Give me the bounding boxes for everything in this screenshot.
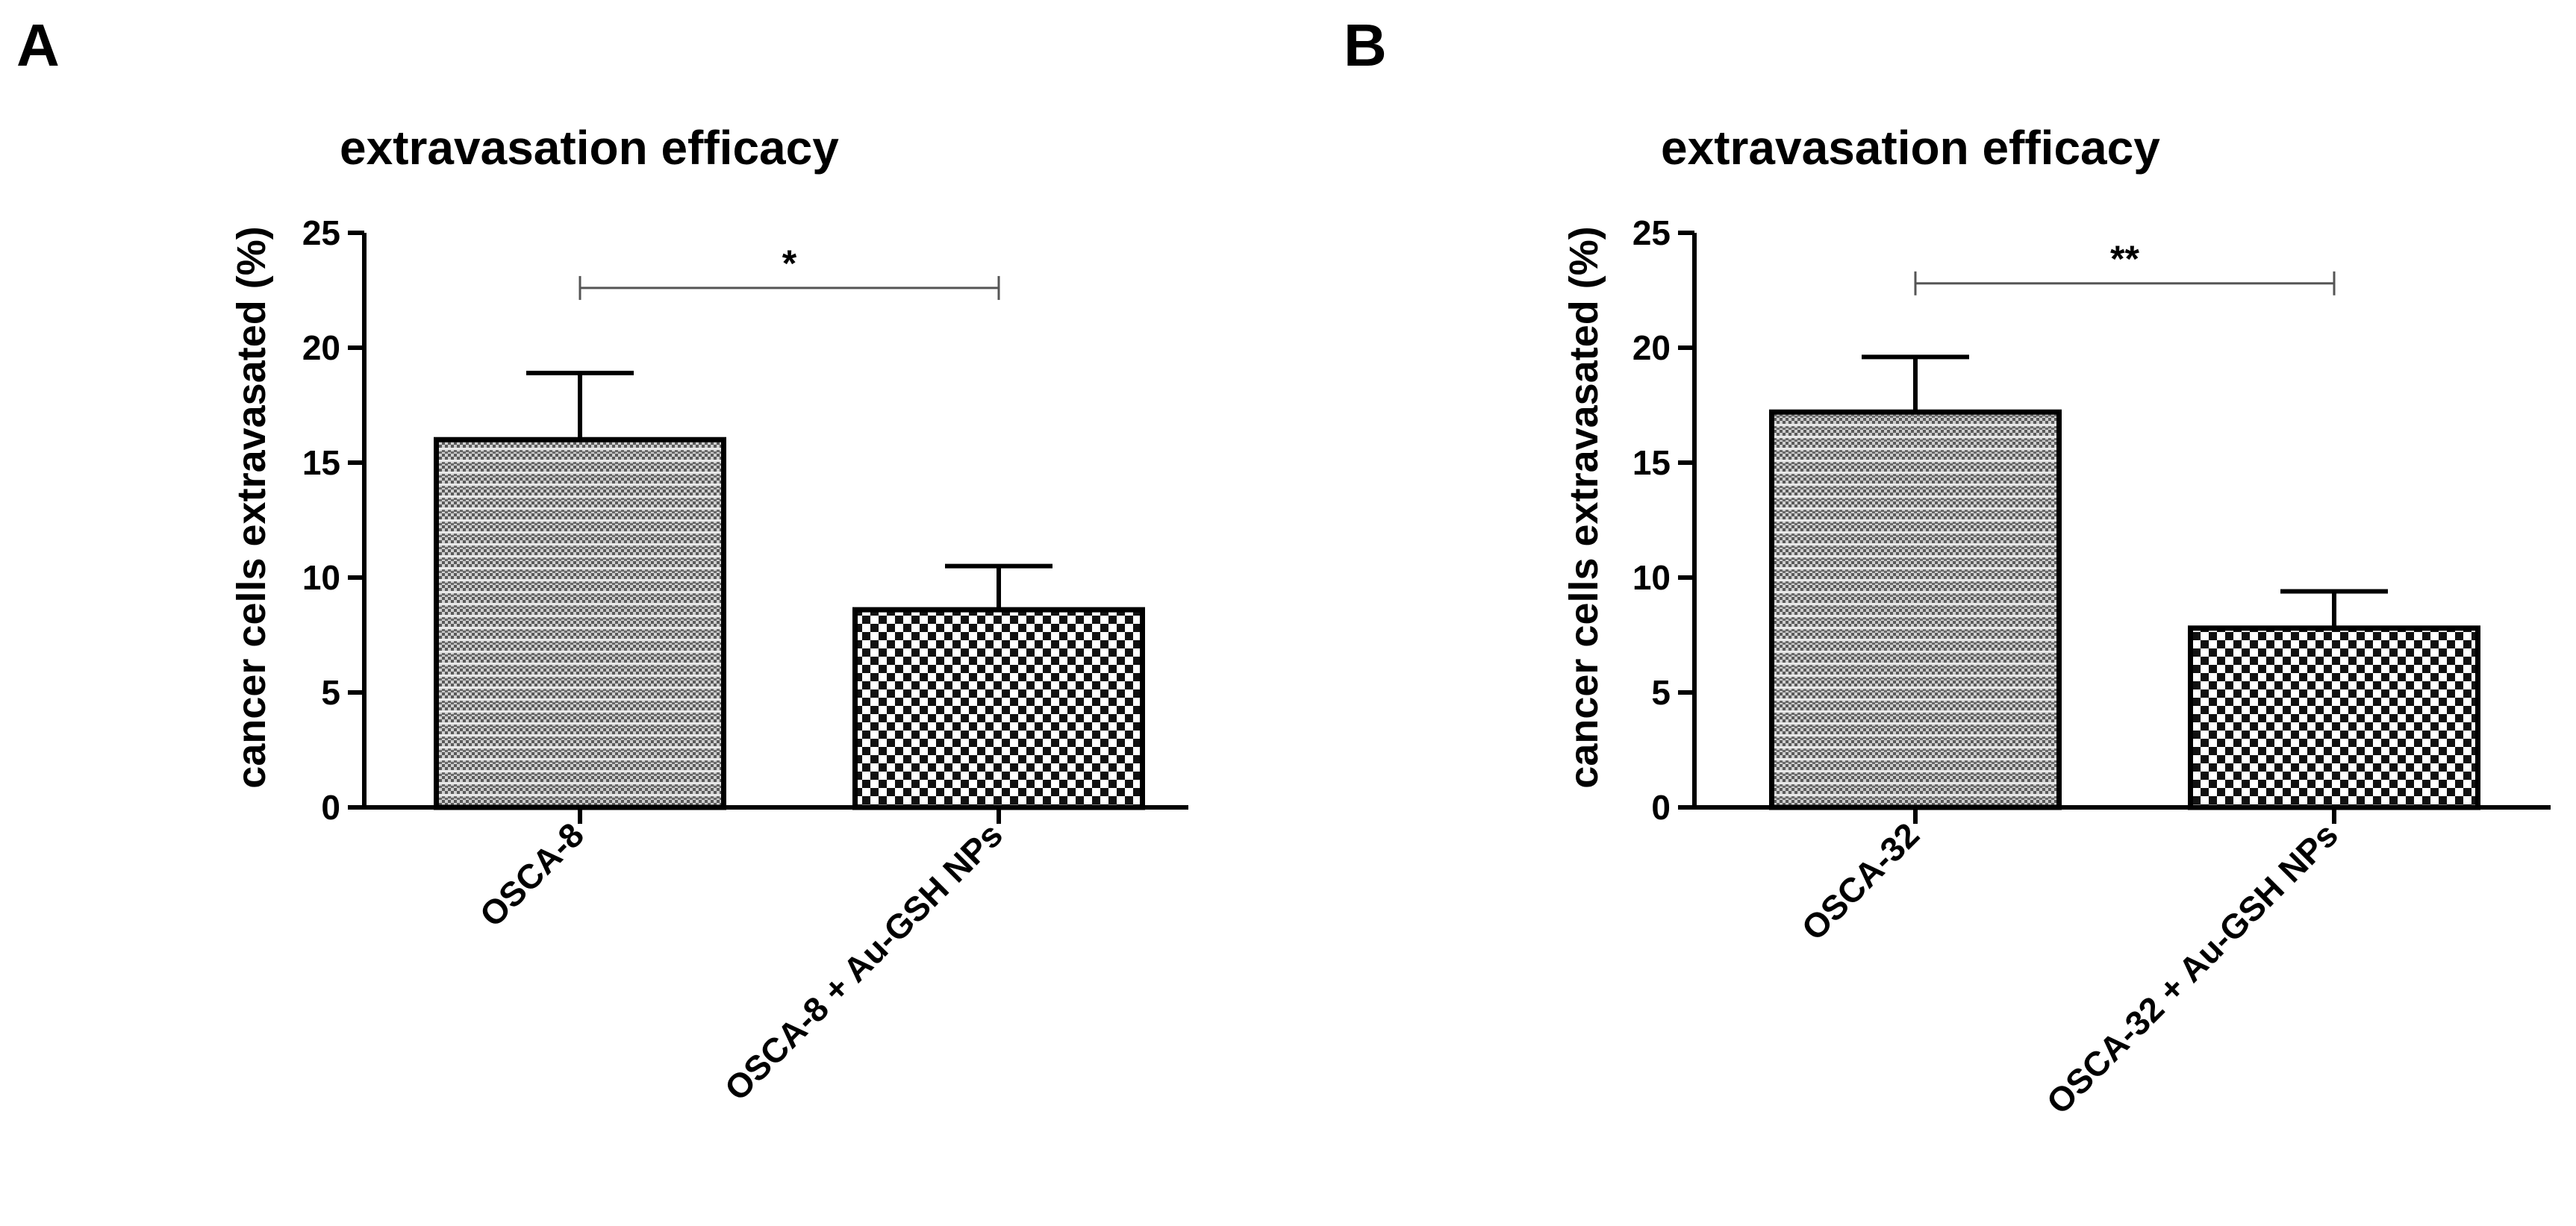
panel-a: A extravasation efficacy cancer cells ex… — [16, 12, 1188, 1108]
y-axis-label: cancer cells extravasated (%) — [229, 226, 274, 788]
significance-label: ** — [2110, 238, 2139, 280]
y-tick-label: 10 — [1632, 558, 1671, 597]
panel-letter: B — [1344, 12, 1387, 78]
y-tick-label: 15 — [1632, 443, 1671, 482]
chart-title: extravasation efficacy — [1661, 121, 2160, 175]
chart-title: extravasation efficacy — [340, 121, 839, 175]
y-tick-label: 0 — [1651, 788, 1671, 827]
plot-area: 0 5 10 15 20 25 OSCA-8 OSCA-8 + Au-GSH NPs * — [302, 213, 1188, 1108]
y-tick-label: 5 — [1651, 673, 1671, 712]
bar — [434, 437, 726, 810]
x-tick-label: OSCA-32 — [1794, 815, 1927, 948]
x-tick-label: OSCA-32 + Au-GSH NPs — [2039, 815, 2345, 1122]
y-tick-label: 20 — [1632, 328, 1671, 367]
y-tick-label: 20 — [302, 328, 340, 367]
bar — [1769, 409, 2062, 810]
x-tick-label: OSCA-8 + Au-GSH NPs — [717, 815, 1011, 1108]
panel-letter: A — [16, 12, 60, 78]
y-tick-label: 15 — [302, 443, 340, 482]
y-axis-label: cancer cells extravasated (%) — [1562, 226, 1606, 788]
y-tick-label: 25 — [1632, 213, 1671, 252]
y-tick-label: 10 — [302, 558, 340, 597]
y-tick-label: 25 — [302, 213, 340, 252]
y-tick-label: 0 — [321, 788, 340, 827]
significance-label: * — [782, 243, 797, 284]
bar — [852, 607, 1145, 810]
y-tick-label: 5 — [321, 673, 340, 712]
bar — [2188, 625, 2480, 810]
panel-b: B extravasation efficacy cancer cells ex… — [1344, 12, 2551, 1122]
plot-area: 0 5 10 15 20 25 OSCA-32 OSCA-32 + Au-GSH NPs ** — [1632, 213, 2551, 1122]
x-tick-label: OSCA-8 — [472, 815, 591, 934]
